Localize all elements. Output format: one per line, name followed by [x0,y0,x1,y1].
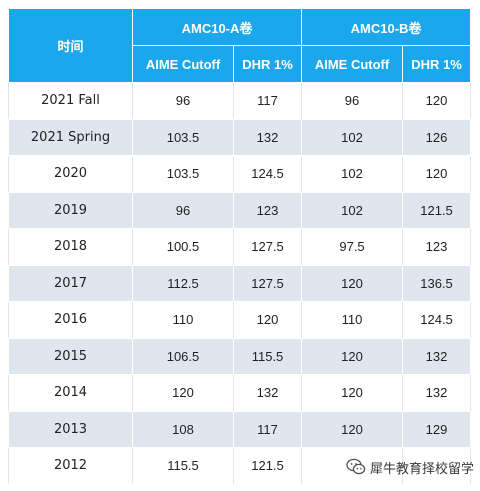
cell-b-aime-cutoff: 102 [301,119,404,156]
cell-time: 2021 Spring [8,119,133,156]
cell-a-dhr: 127.5 [232,228,303,266]
cell-time: 2018 [8,228,133,266]
cell-a-dhr: 132 [232,119,303,156]
cell-time: 2017 [8,265,133,302]
cell-b-aime-cutoff: 120 [301,338,404,375]
header-aime-cutoff-a: AIME Cutoff [132,45,234,83]
cell-b-aime-cutoff: 120 [301,265,404,302]
header-dhr-b: DHR 1% [402,45,472,83]
header-row-sub: AIME Cutoff DHR 1% AIME Cutoff DHR 1% [9,45,472,83]
cell-a-dhr: 123 [232,192,303,229]
header-time: 时间 [8,8,133,83]
cell-b-dhr: 126 [402,119,472,156]
cell-b-aime-cutoff: 96 [301,82,404,120]
cell-time: 2014 [8,374,133,412]
header-group-a: AMC10-A卷 [131,8,303,46]
cell-b-dhr: 120 [402,155,472,193]
header-dhr-a: DHR 1% [232,45,303,83]
cell-time: 2019 [8,192,133,229]
cell-time: 2012 [8,447,133,485]
header-row-group: 时间 AMC10-A卷 AMC10-B卷 [8,8,472,83]
wechat-logo-icon [346,458,366,475]
cell-a-aime-cutoff: 100.5 [132,228,234,266]
watermark: 犀牛教育择校留学 [346,456,474,478]
cell-a-dhr: 117 [232,411,303,448]
table-row: 2021 Spring 103.5 132 102 126 [8,119,472,156]
cell-b-aime-cutoff [301,447,404,485]
cutoff-table: 时间 AMC10-A卷 AMC10-B卷 AIME Cutoff DHR 1% … [8,8,472,485]
cell-a-aime-cutoff: 96 [132,192,234,229]
cell-b-aime-cutoff: 97.5 [301,228,404,266]
cell-a-dhr: 117 [232,82,303,120]
cell-a-aime-cutoff: 96 [132,82,234,120]
cell-a-aime-cutoff: 112.5 [132,265,234,302]
cell-b-dhr: 136.5 [402,265,472,302]
table-row: 2014 120 132 120 132 [8,374,472,412]
table-header: 时间 AMC10-A卷 AMC10-B卷 AIME Cutoff DHR 1% … [8,8,472,83]
cell-b-aime-cutoff: 102 [301,192,404,229]
cell-b-dhr: 124.5 [402,301,472,339]
table-row: 2013 108 117 120 129 [8,411,472,448]
cell-time: 2021 Fall [8,82,133,120]
table-row: 2012 115.5 121.5 [8,447,472,485]
cell-b-dhr: 129 [402,411,472,448]
cell-a-dhr: 120 [232,301,303,339]
table-row: 2019 96 123 102 121.5 [8,192,472,229]
cell-a-dhr: 132 [232,374,303,412]
cell-b-dhr: 132 [402,374,472,412]
header-aime-cutoff-b: AIME Cutoff [301,45,404,83]
cell-b-aime-cutoff: 110 [301,301,404,339]
table-row: 2015 106.5 115.5 120 132 [8,338,472,375]
cell-a-aime-cutoff: 106.5 [132,338,234,375]
cell-b-dhr: 123 [402,228,472,266]
watermark-text: 犀牛教育择校留学 [370,461,475,477]
cell-b-dhr: 132 [402,338,472,375]
cell-a-dhr: 121.5 [232,447,303,485]
cell-a-aime-cutoff: 103.5 [132,155,234,193]
cell-a-aime-cutoff: 103.5 [132,119,234,156]
cell-a-dhr: 115.5 [232,338,303,375]
cell-time: 2016 [8,301,133,339]
cell-b-aime-cutoff: 120 [301,374,404,412]
table-row: 2021 Fall 96 117 96 120 [8,82,472,120]
cell-b-aime-cutoff: 120 [301,411,404,448]
cell-a-aime-cutoff: 108 [132,411,234,448]
cell-a-dhr: 127.5 [232,265,303,302]
header-group-b: AMC10-B卷 [301,8,472,46]
cell-time: 2020 [8,155,133,193]
cell-a-aime-cutoff: 120 [132,374,234,412]
table-body: 2021 Fall 96 117 96 120 2021 Spring 103.5 132 10… [8,82,472,485]
cell-b-aime-cutoff: 102 [301,155,404,193]
cell-a-aime-cutoff: 110 [132,301,234,339]
cell-b-dhr [402,447,472,485]
cell-time: 2015 [8,338,133,375]
table-row: 2020 103.5 124.5 102 120 [8,155,472,193]
table-row: 2018 100.5 127.5 97.5 123 [8,228,472,266]
cell-time: 2013 [8,411,133,448]
cell-b-dhr: 121.5 [402,192,472,229]
cell-a-aime-cutoff: 115.5 [132,447,234,485]
cell-b-dhr: 120 [402,82,472,120]
table-row: 2016 110 120 110 124.5 [8,301,472,339]
cell-a-dhr: 124.5 [232,155,303,193]
table-row: 2017 112.5 127.5 120 136.5 [8,265,472,302]
